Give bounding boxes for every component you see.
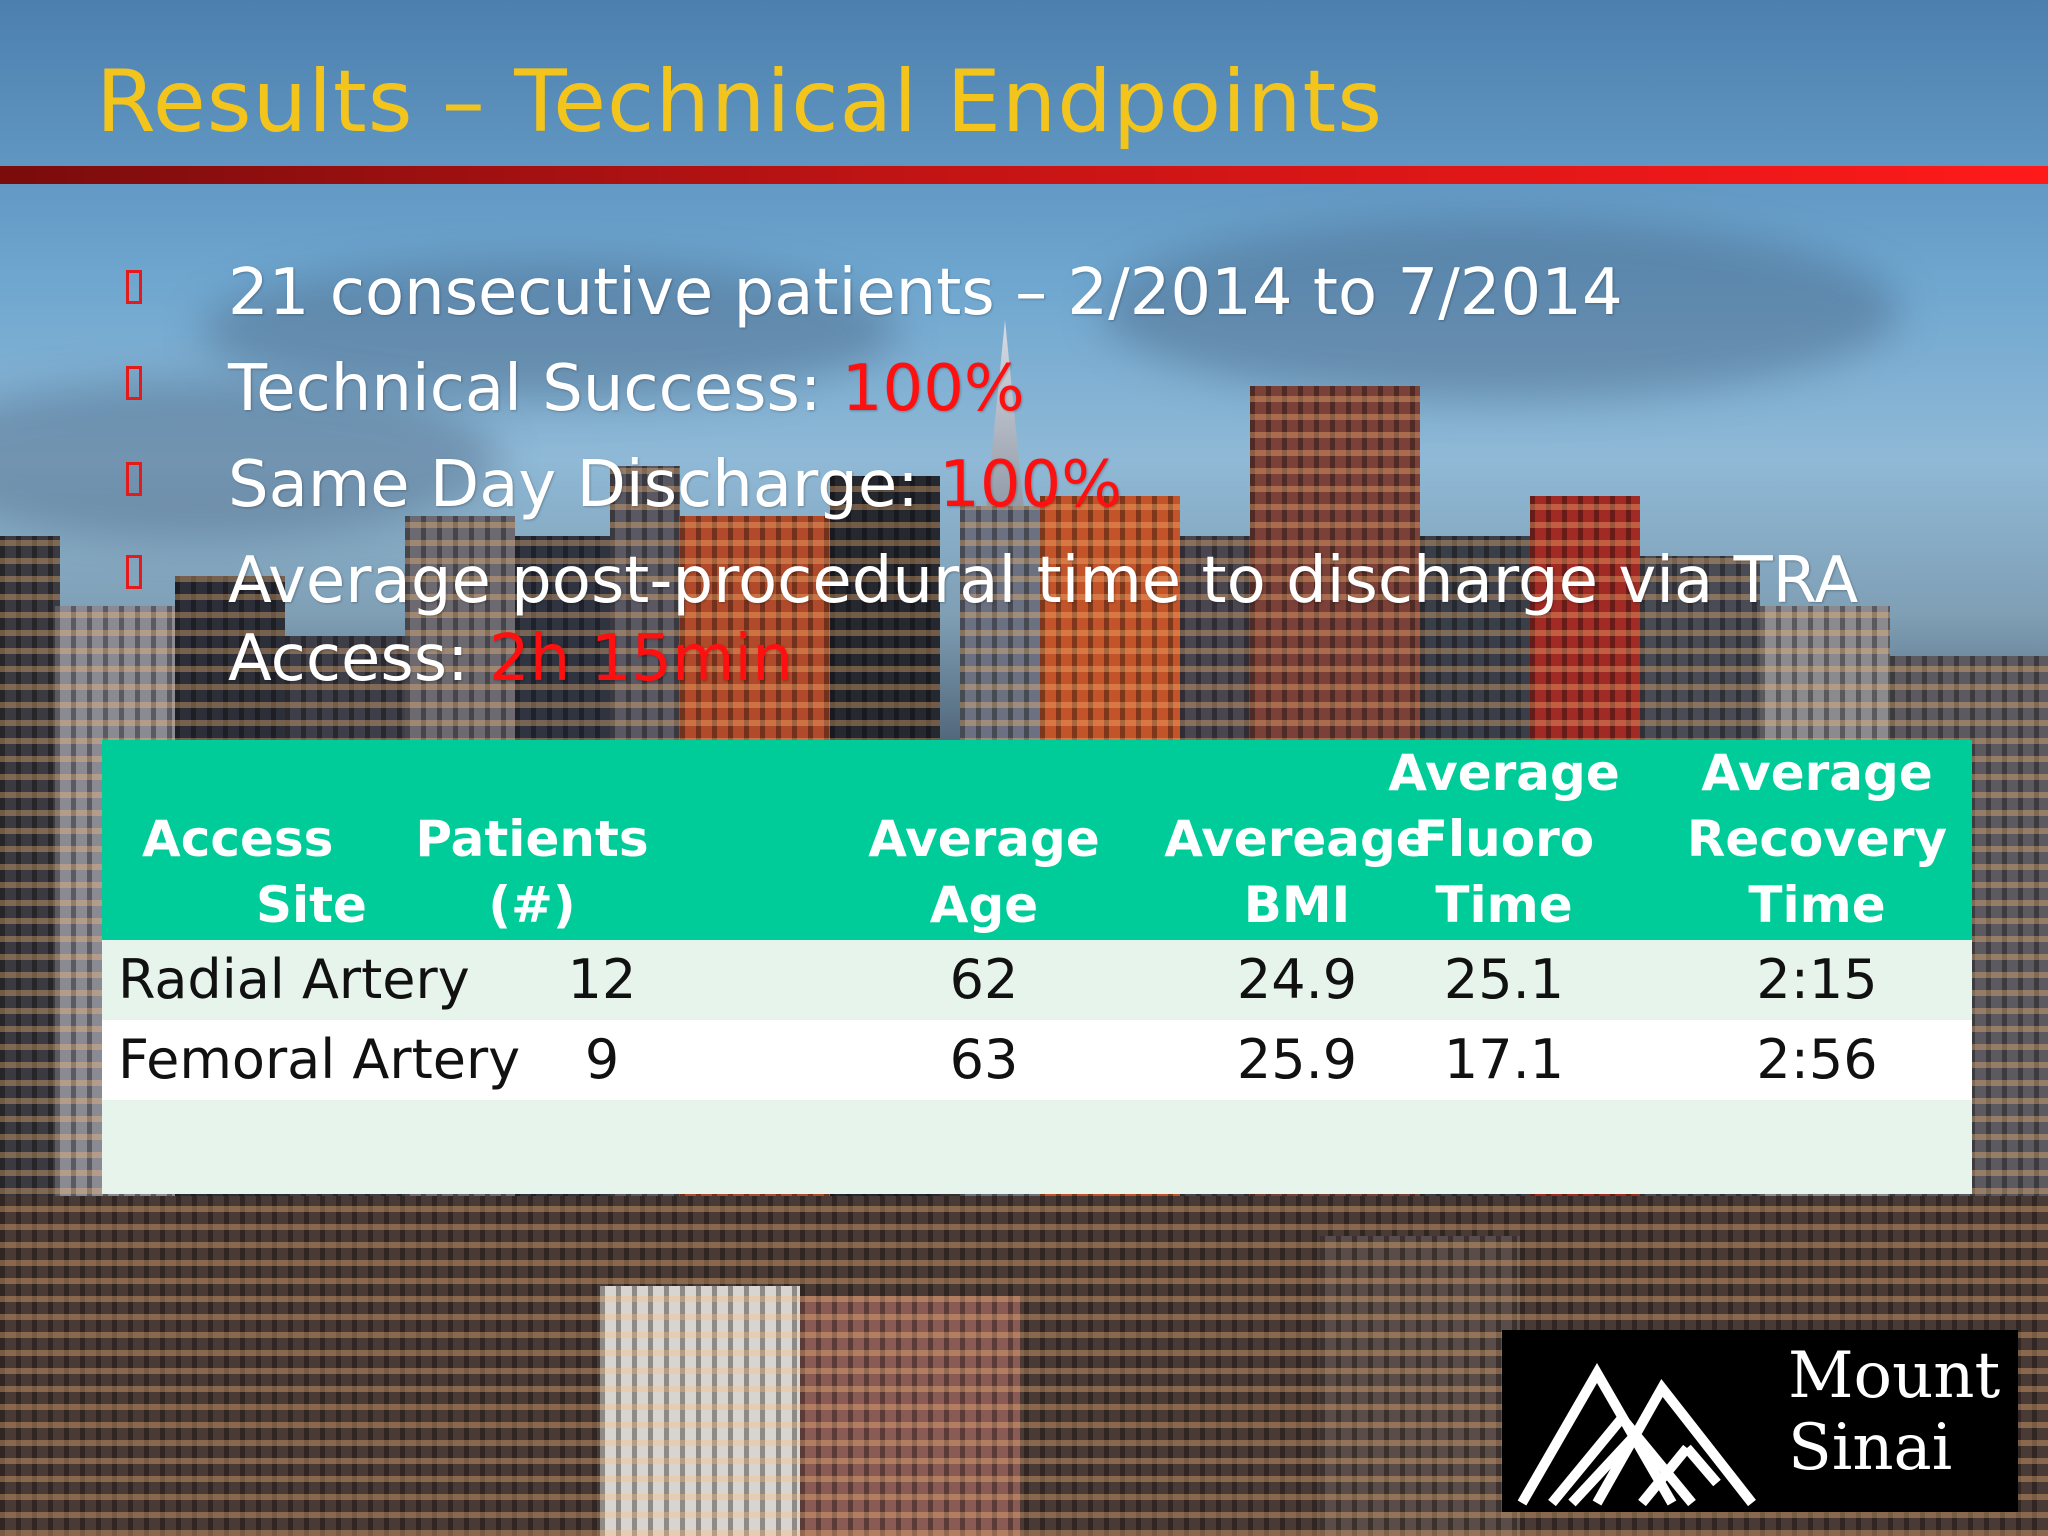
cell-patients: 9 [584, 1028, 620, 1091]
bullet-icon [126, 555, 142, 589]
cell-recovery-time: 2:56 [1756, 1028, 1878, 1091]
bullet-3-text: Same Day Discharge: [228, 448, 940, 522]
logo-line-sinai: Sinai [1788, 1411, 1953, 1485]
header-line: BMI [1243, 876, 1351, 934]
bullet-4-value: 2h 15min [489, 622, 793, 696]
bullet-4: Average post-procedural time to discharg… [228, 540, 1858, 700]
results-table: Access Site Patients (#) Average Age Ave… [102, 740, 1972, 1194]
header-average-age: Average Age [824, 806, 1144, 938]
logo-line-mount: Mount [1788, 1339, 2001, 1413]
slide-title: Results – Technical Endpoints [96, 52, 1384, 152]
cell-average-age: 63 [949, 1028, 1019, 1091]
header-line: (#) [488, 876, 576, 934]
building [800, 1296, 1020, 1536]
table-row: Radial Artery 12 62 24.9 25.1 2:15 [102, 940, 1972, 1020]
cell-access-site: Femoral Artery [118, 1028, 521, 1091]
cell-fluoro-time: 25.1 [1443, 948, 1565, 1011]
bullet-2: Technical Success: 100% [228, 348, 1025, 430]
header-line: Access [142, 810, 334, 868]
bullet-3-value: 100% [939, 448, 1123, 522]
cloud [1100, 220, 1900, 400]
header-line: Patients [415, 810, 649, 868]
bullet-4-text-line2: Access: [228, 622, 489, 696]
cell-average-bmi: 24.9 [1236, 948, 1358, 1011]
cloud [0, 380, 500, 540]
header-average-bmi: Avereage BMI [1102, 806, 1492, 938]
header-access-site: Access Site [122, 806, 442, 938]
header-line: Average [868, 810, 1100, 868]
header-line: Fluoro [1413, 810, 1595, 868]
building [1320, 1236, 1520, 1536]
cell-access-site: Radial Artery [118, 948, 470, 1011]
bullet-1-text: 21 consecutive patients – 2/2014 to 7/20… [228, 256, 1623, 330]
header-line: Site [256, 876, 367, 934]
cell-recovery-time: 2:15 [1756, 948, 1878, 1011]
mountain-logo-icon [1517, 1362, 1756, 1507]
bullet-4-text: Average post-procedural time to discharg… [228, 544, 1859, 618]
mount-sinai-logo: Mount Sinai [1502, 1330, 2018, 1512]
bullet-1: 21 consecutive patients – 2/2014 to 7/20… [228, 252, 1623, 334]
logo-wordmark: Mount Sinai [1788, 1340, 2000, 1484]
header-line: Average [1388, 744, 1620, 802]
title-underline-bar [0, 166, 2048, 184]
header-line: Avereage [1164, 810, 1430, 868]
cloud [200, 260, 900, 400]
cell-average-age: 62 [949, 948, 1019, 1011]
cell-patients: 12 [567, 948, 637, 1011]
bullet-2-value: 100% [841, 352, 1025, 426]
table-row: Femoral Artery 9 63 25.9 17.1 2:56 [102, 1020, 1972, 1100]
bullet-icon [126, 270, 142, 304]
bullet-icon [126, 366, 142, 400]
header-patients: Patients (#) [415, 806, 922, 938]
cell-fluoro-time: 17.1 [1443, 1028, 1565, 1091]
header-line: Recovery [1686, 810, 1948, 868]
bullet-icon [126, 462, 142, 496]
header-line: Age [929, 876, 1039, 934]
bullet-3: Same Day Discharge: 100% [228, 444, 1122, 526]
table-header: Access Site Patients (#) Average Age Ave… [102, 740, 1972, 1000]
building [600, 1286, 800, 1536]
bullet-2-text: Technical Success: [228, 352, 842, 426]
cell-average-bmi: 25.9 [1236, 1028, 1358, 1091]
header-line: Average [1701, 744, 1933, 802]
